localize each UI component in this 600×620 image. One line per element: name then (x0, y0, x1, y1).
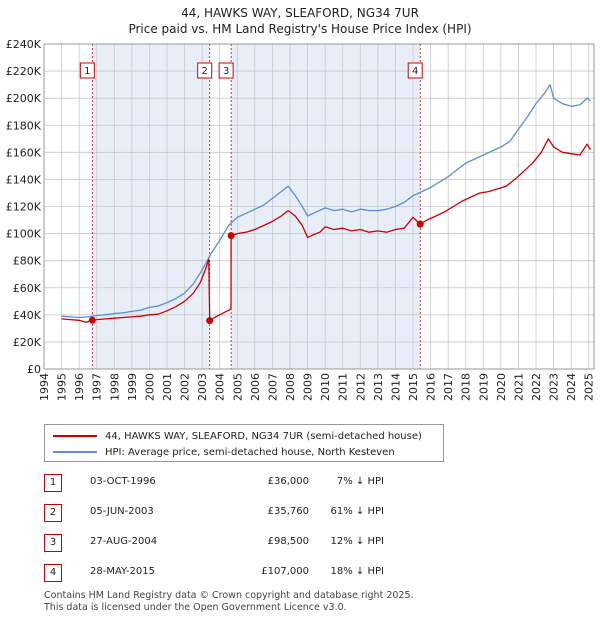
transaction-date: 28-MAY-2015 (90, 566, 156, 577)
transaction-marker: 3 (44, 534, 62, 552)
y-tick-label: £200K (6, 92, 42, 105)
sale-point (88, 316, 96, 324)
hpi-line (61, 83, 591, 319)
x-tick-label: 2010 (319, 373, 332, 401)
sale-label-box (197, 62, 213, 79)
x-tick-label: 1996 (73, 373, 86, 401)
x-tick-label: 2009 (302, 373, 315, 401)
footer-copyright: Contains HM Land Registry data © Crown c… (44, 590, 414, 601)
footer-licence: This data is licensed under the Open Gov… (44, 602, 347, 613)
legend-swatch-hpi (53, 451, 97, 453)
legend-item-hpi: HPI: Average price, semi-detached house,… (53, 445, 395, 459)
x-tick-label: 2012 (354, 373, 367, 401)
x-tick-label: 2001 (161, 373, 174, 401)
x-tick-label: 2014 (389, 373, 402, 401)
legend-swatch-property (53, 435, 97, 437)
sale-label: 2 (202, 66, 208, 77)
y-tick-label: £180K (6, 119, 42, 132)
x-tick-label: 2016 (425, 373, 438, 401)
transaction-date: 27-AUG-2004 (90, 536, 158, 547)
y-tick-label: £160K (6, 146, 42, 159)
transaction-hpi-diff: 12% ↓ HPI (330, 536, 384, 547)
x-tick-label: 2005 (231, 373, 244, 401)
y-tick-label: £140K (6, 173, 42, 186)
x-tick-label: 2006 (249, 373, 262, 401)
transaction-row: 3 27-AUG-2004 £98,500 12% ↓ HPI (44, 534, 404, 564)
legend: 44, HAWKS WAY, SLEAFORD, NG34 7UR (semi-… (44, 424, 444, 462)
transaction-price: £98,500 (267, 536, 309, 547)
y-tick-label: £120K (6, 201, 42, 214)
x-tick-label: 1995 (56, 373, 69, 401)
x-tick-label: 1998 (108, 373, 121, 401)
footer-attribution: Contains HM Land Registry data © Crown c… (44, 590, 414, 614)
x-tick-label: 2013 (372, 373, 385, 401)
sale-point (206, 317, 214, 325)
y-tick-label: £80K (13, 255, 42, 268)
y-tick-label: £60K (13, 282, 42, 295)
x-tick-label: 2021 (512, 373, 525, 401)
transaction-hpi-diff: 18% ↓ HPI (330, 566, 384, 577)
transaction-hpi-diff: 7% ↓ HPI (336, 476, 384, 487)
x-tick-label: 1994 (38, 373, 51, 401)
x-tick-label: 2025 (583, 373, 596, 401)
legend-label-hpi: HPI: Average price, semi-detached house,… (105, 446, 395, 458)
x-tick-label: 2002 (179, 373, 192, 401)
sale-label-box (407, 62, 423, 79)
x-tick-label: 2011 (337, 373, 350, 401)
y-tick-label: £20K (13, 336, 42, 349)
x-tick-label: 2003 (196, 373, 209, 401)
transactions-table: 1 03-OCT-1996 £36,000 7% ↓ HPI 2 05-JUN-… (44, 474, 404, 594)
transaction-date: 05-JUN-2003 (90, 506, 154, 517)
x-tick-label: 2019 (477, 373, 490, 401)
x-tick-label: 2020 (495, 373, 508, 401)
x-tick-label: 2024 (565, 373, 578, 401)
x-tick-label: 2008 (284, 373, 297, 401)
transaction-price: £36,000 (267, 476, 309, 487)
sale-label: 4 (412, 66, 418, 77)
legend-label-property: 44, HAWKS WAY, SLEAFORD, NG34 7UR (semi-… (105, 430, 422, 442)
transaction-marker: 4 (44, 564, 62, 582)
transaction-price: £35,760 (267, 506, 309, 517)
transaction-marker: 1 (44, 474, 62, 492)
x-tick-label: 1997 (91, 373, 104, 401)
property-price-line (61, 138, 592, 323)
x-tick-label: 1999 (126, 373, 139, 401)
price-chart: 1 2 3 4 £0 £20K £40K £60K £80K £100K £120K £140K £16… (6, 38, 596, 401)
x-tick-label: 2022 (530, 373, 543, 401)
y-tick-label: £240K (6, 38, 42, 51)
legend-item-property: 44, HAWKS WAY, SLEAFORD, NG34 7UR (semi-… (53, 429, 422, 443)
y-tick-label: £220K (6, 65, 42, 78)
sale-point (416, 220, 424, 228)
x-tick-label: 2023 (548, 373, 561, 401)
transaction-price: £107,000 (261, 566, 309, 577)
x-tick-label: 2000 (143, 373, 156, 401)
sale-label: 3 (223, 66, 229, 77)
chart-subtitle: Price paid vs. HM Land Registry's House … (128, 22, 472, 36)
transaction-row: 2 05-JUN-2003 £35,760 61% ↓ HPI (44, 504, 404, 534)
transaction-date: 03-OCT-1996 (90, 476, 156, 487)
transaction-hpi-diff: 61% ↓ HPI (330, 506, 384, 517)
y-tick-label: £40K (13, 309, 42, 322)
y-tick-label: £100K (6, 228, 42, 241)
transaction-row: 4 28-MAY-2015 £107,000 18% ↓ HPI (44, 564, 404, 594)
x-tick-label: 2004 (214, 373, 227, 401)
x-tick-label: 2017 (442, 373, 455, 401)
sale-label: 1 (84, 66, 90, 77)
sale-point (227, 232, 235, 240)
sale-label-box (79, 62, 95, 79)
sale-label-box (218, 62, 234, 79)
y-tick-label: £0 (27, 363, 41, 376)
chart-title: 44, HAWKS WAY, SLEAFORD, NG34 7UR (181, 6, 419, 20)
transaction-marker: 2 (44, 504, 62, 522)
x-tick-label: 2015 (407, 373, 420, 401)
x-tick-label: 2018 (460, 373, 473, 401)
x-tick-label: 2007 (266, 373, 279, 401)
transaction-row: 1 03-OCT-1996 £36,000 7% ↓ HPI (44, 474, 404, 504)
plot-frame (43, 43, 595, 370)
